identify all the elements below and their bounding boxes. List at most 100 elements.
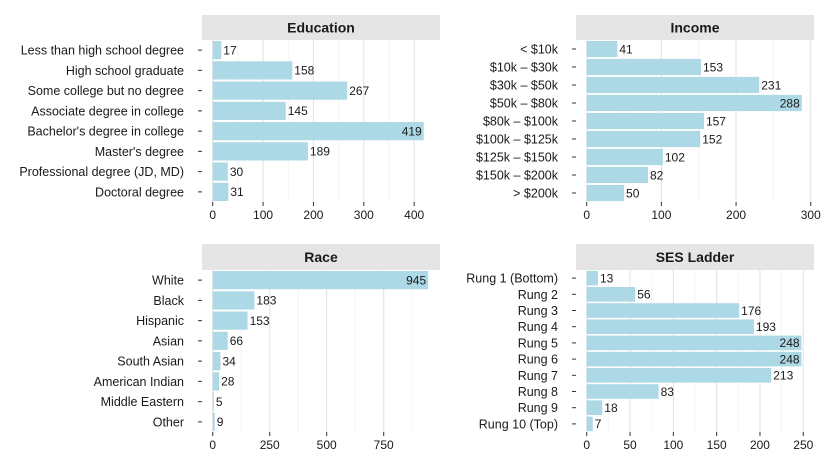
bar-50k-80k (586, 94, 802, 112)
x-tick-label: 200 (303, 208, 323, 222)
x-tick-label: 300 (801, 208, 821, 222)
panel-title: Income (670, 20, 719, 36)
bar-professional-degree-jd-md (212, 162, 228, 181)
bar-rung-5 (586, 335, 802, 351)
value-label: 176 (741, 304, 761, 318)
value-label: 158 (294, 64, 314, 78)
value-label: 288 (780, 96, 800, 110)
value-label: 183 (256, 294, 276, 308)
bar-rung-7 (586, 368, 772, 383)
category-label: $150k – $200k (476, 169, 559, 183)
category-label: $30k – $50k (490, 79, 559, 93)
value-label: 17 (223, 43, 237, 57)
value-label: 152 (702, 132, 722, 146)
category-label: Associate degree in college (31, 104, 184, 118)
category-label: American Indian (94, 375, 184, 389)
category-label: Middle Eastern (101, 395, 184, 409)
category-label: Professional degree (JD, MD) (19, 165, 184, 179)
bar-rung-9 (586, 400, 603, 415)
category-label: $80k – $100k (483, 115, 559, 129)
category-label: South Asian (117, 355, 184, 369)
value-label: 153 (250, 314, 270, 328)
panel-strip (576, 15, 814, 40)
value-label: 56 (637, 288, 651, 302)
bar-10k (586, 40, 618, 58)
value-label: 248 (780, 336, 800, 350)
x-tick-label: 150 (707, 438, 727, 452)
bar-hispanic (212, 311, 248, 330)
value-label: 7 (595, 417, 602, 431)
bar-200k (586, 184, 625, 202)
value-label: 41 (619, 42, 633, 56)
panel-strip (202, 244, 440, 270)
value-label: 5 (216, 395, 223, 409)
category-label: > $200k (513, 187, 559, 201)
value-label: 9 (217, 415, 224, 429)
x-tick-label: 0 (583, 208, 590, 222)
value-label: 13 (600, 271, 614, 285)
category-label: Rung 6 (518, 353, 558, 367)
panel-strip (202, 15, 440, 40)
bar-master-s-degree (212, 142, 308, 161)
x-tick-label: 250 (260, 438, 280, 452)
bar-80k-100k (586, 112, 704, 130)
category-label: Some college but no degree (28, 84, 184, 98)
category-label: Less than high school degree (21, 44, 184, 58)
x-tick-label: 100 (663, 438, 683, 452)
x-tick-label: 200 (726, 208, 746, 222)
category-label: Rung 5 (518, 336, 558, 350)
category-label: $50k – $80k (490, 97, 559, 111)
value-label: 153 (703, 60, 723, 74)
bar-rung-2 (586, 287, 636, 302)
value-label: 34 (222, 354, 236, 368)
x-tick-label: 250 (793, 438, 813, 452)
value-label: 231 (761, 78, 781, 92)
value-label: 945 (406, 273, 426, 287)
panel-title: Race (304, 249, 338, 265)
value-label: 189 (310, 145, 330, 159)
value-label: 30 (230, 165, 244, 179)
x-tick-label: 0 (209, 438, 216, 452)
value-label: 248 (780, 352, 800, 366)
value-label: 31 (230, 185, 244, 199)
bar-less-than-high-school-degree (212, 41, 222, 60)
category-label: < $10k (520, 43, 559, 57)
bar-30k-50k (586, 76, 760, 94)
value-label: 83 (661, 385, 675, 399)
bar-150k-200k (586, 166, 648, 184)
panel-title: Education (287, 20, 355, 36)
category-label: $10k – $30k (490, 61, 559, 75)
bar-american-indian (212, 372, 220, 391)
x-tick-label: 750 (374, 438, 394, 452)
value-label: 28 (221, 375, 235, 389)
panel-strip (576, 244, 814, 270)
panel-education: Education 17 Less than high school degree 1… (19, 15, 440, 222)
bar-rung-3 (586, 303, 740, 318)
value-label: 213 (773, 369, 793, 383)
category-label: Asian (153, 334, 184, 348)
category-label: White (152, 274, 184, 288)
bar-bachelor-s-degree-in-college (212, 122, 424, 141)
category-label: Rung 1 (Bottom) (466, 272, 558, 286)
bar-some-college-but-no-degree (212, 81, 348, 100)
category-label: Other (153, 415, 184, 429)
bar-rung-8 (586, 384, 659, 399)
category-label: Doctoral degree (95, 185, 184, 199)
x-tick-label: 0 (583, 438, 590, 452)
panel-ses-ladder: SES Ladder 13 Rung 1 (Bottom) 56 Rung 2 176 Ru… (466, 244, 814, 452)
value-label: 18 (604, 401, 618, 415)
bar-middle-eastern (212, 392, 214, 411)
category-label: $100k – $125k (476, 133, 559, 147)
x-tick-label: 100 (253, 208, 273, 222)
x-tick-label: 0 (209, 208, 216, 222)
value-label: 50 (626, 186, 640, 200)
x-tick-label: 400 (404, 208, 424, 222)
category-label: Rung 4 (518, 320, 558, 334)
x-tick-label: 300 (354, 208, 374, 222)
category-label: Rung 7 (518, 369, 558, 383)
category-label: Rung 9 (518, 401, 558, 415)
bar-doctoral-degree (212, 182, 229, 201)
x-tick-label: 200 (750, 438, 770, 452)
category-label: Rung 2 (518, 288, 558, 302)
